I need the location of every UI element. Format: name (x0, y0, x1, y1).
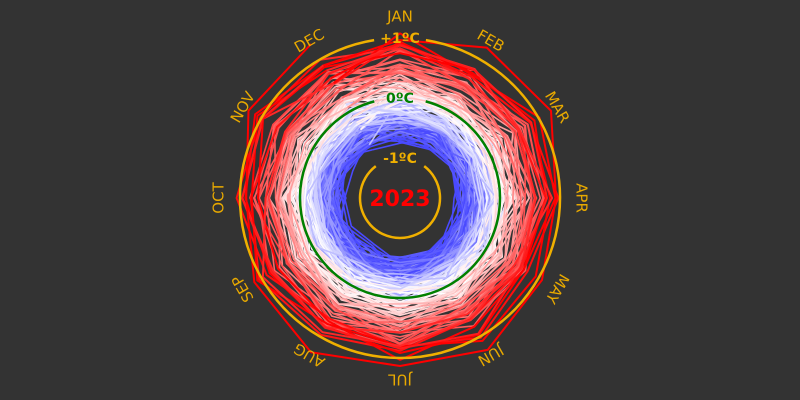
reference-rings: -1ºC 0ºC +1ºC (238, 31, 562, 360)
spiral-year-2022 (241, 44, 548, 350)
month-label-dec: DEC (291, 25, 327, 56)
ring-0 (358, 165, 442, 240)
ring-label-2: +1ºC (380, 31, 420, 47)
spiral-year-1992 (282, 80, 514, 313)
spiral-year-1974 (309, 105, 486, 290)
ring-2 (238, 38, 562, 360)
spiral-year-2017 (235, 42, 560, 348)
spiral-year-2011 (266, 66, 538, 334)
month-label-jun: JUN (475, 340, 508, 369)
spiral-year-2014 (267, 47, 536, 350)
spiral-year-2019 (257, 32, 557, 361)
spiral-year-1925 (326, 110, 479, 293)
current-year-label: 2023 (369, 187, 430, 212)
spiral-year-2008 (275, 77, 520, 334)
month-label-aug: AUG (291, 339, 328, 371)
month-label-oct: OCT (210, 181, 228, 213)
month-label-jul: JUL (387, 371, 412, 389)
spiral-year-1929 (334, 122, 468, 282)
ring-1 (298, 100, 502, 300)
spiral-lines (235, 32, 560, 367)
month-label-may: MAY (541, 271, 573, 308)
month-label-mar: MAR (541, 88, 573, 126)
ring-label-1: 0ºC (386, 91, 414, 107)
spiral-year-2023 (245, 39, 557, 367)
spiral-year-1996 (279, 68, 507, 305)
spiral-year-1962 (306, 97, 496, 296)
ring-label-0: -1ºC (383, 151, 417, 167)
spiral-year-1975 (310, 89, 496, 299)
month-label-jan: JAN (386, 8, 413, 26)
spiral-year-1985 (285, 91, 497, 296)
month-label-apr: APR (573, 183, 591, 213)
